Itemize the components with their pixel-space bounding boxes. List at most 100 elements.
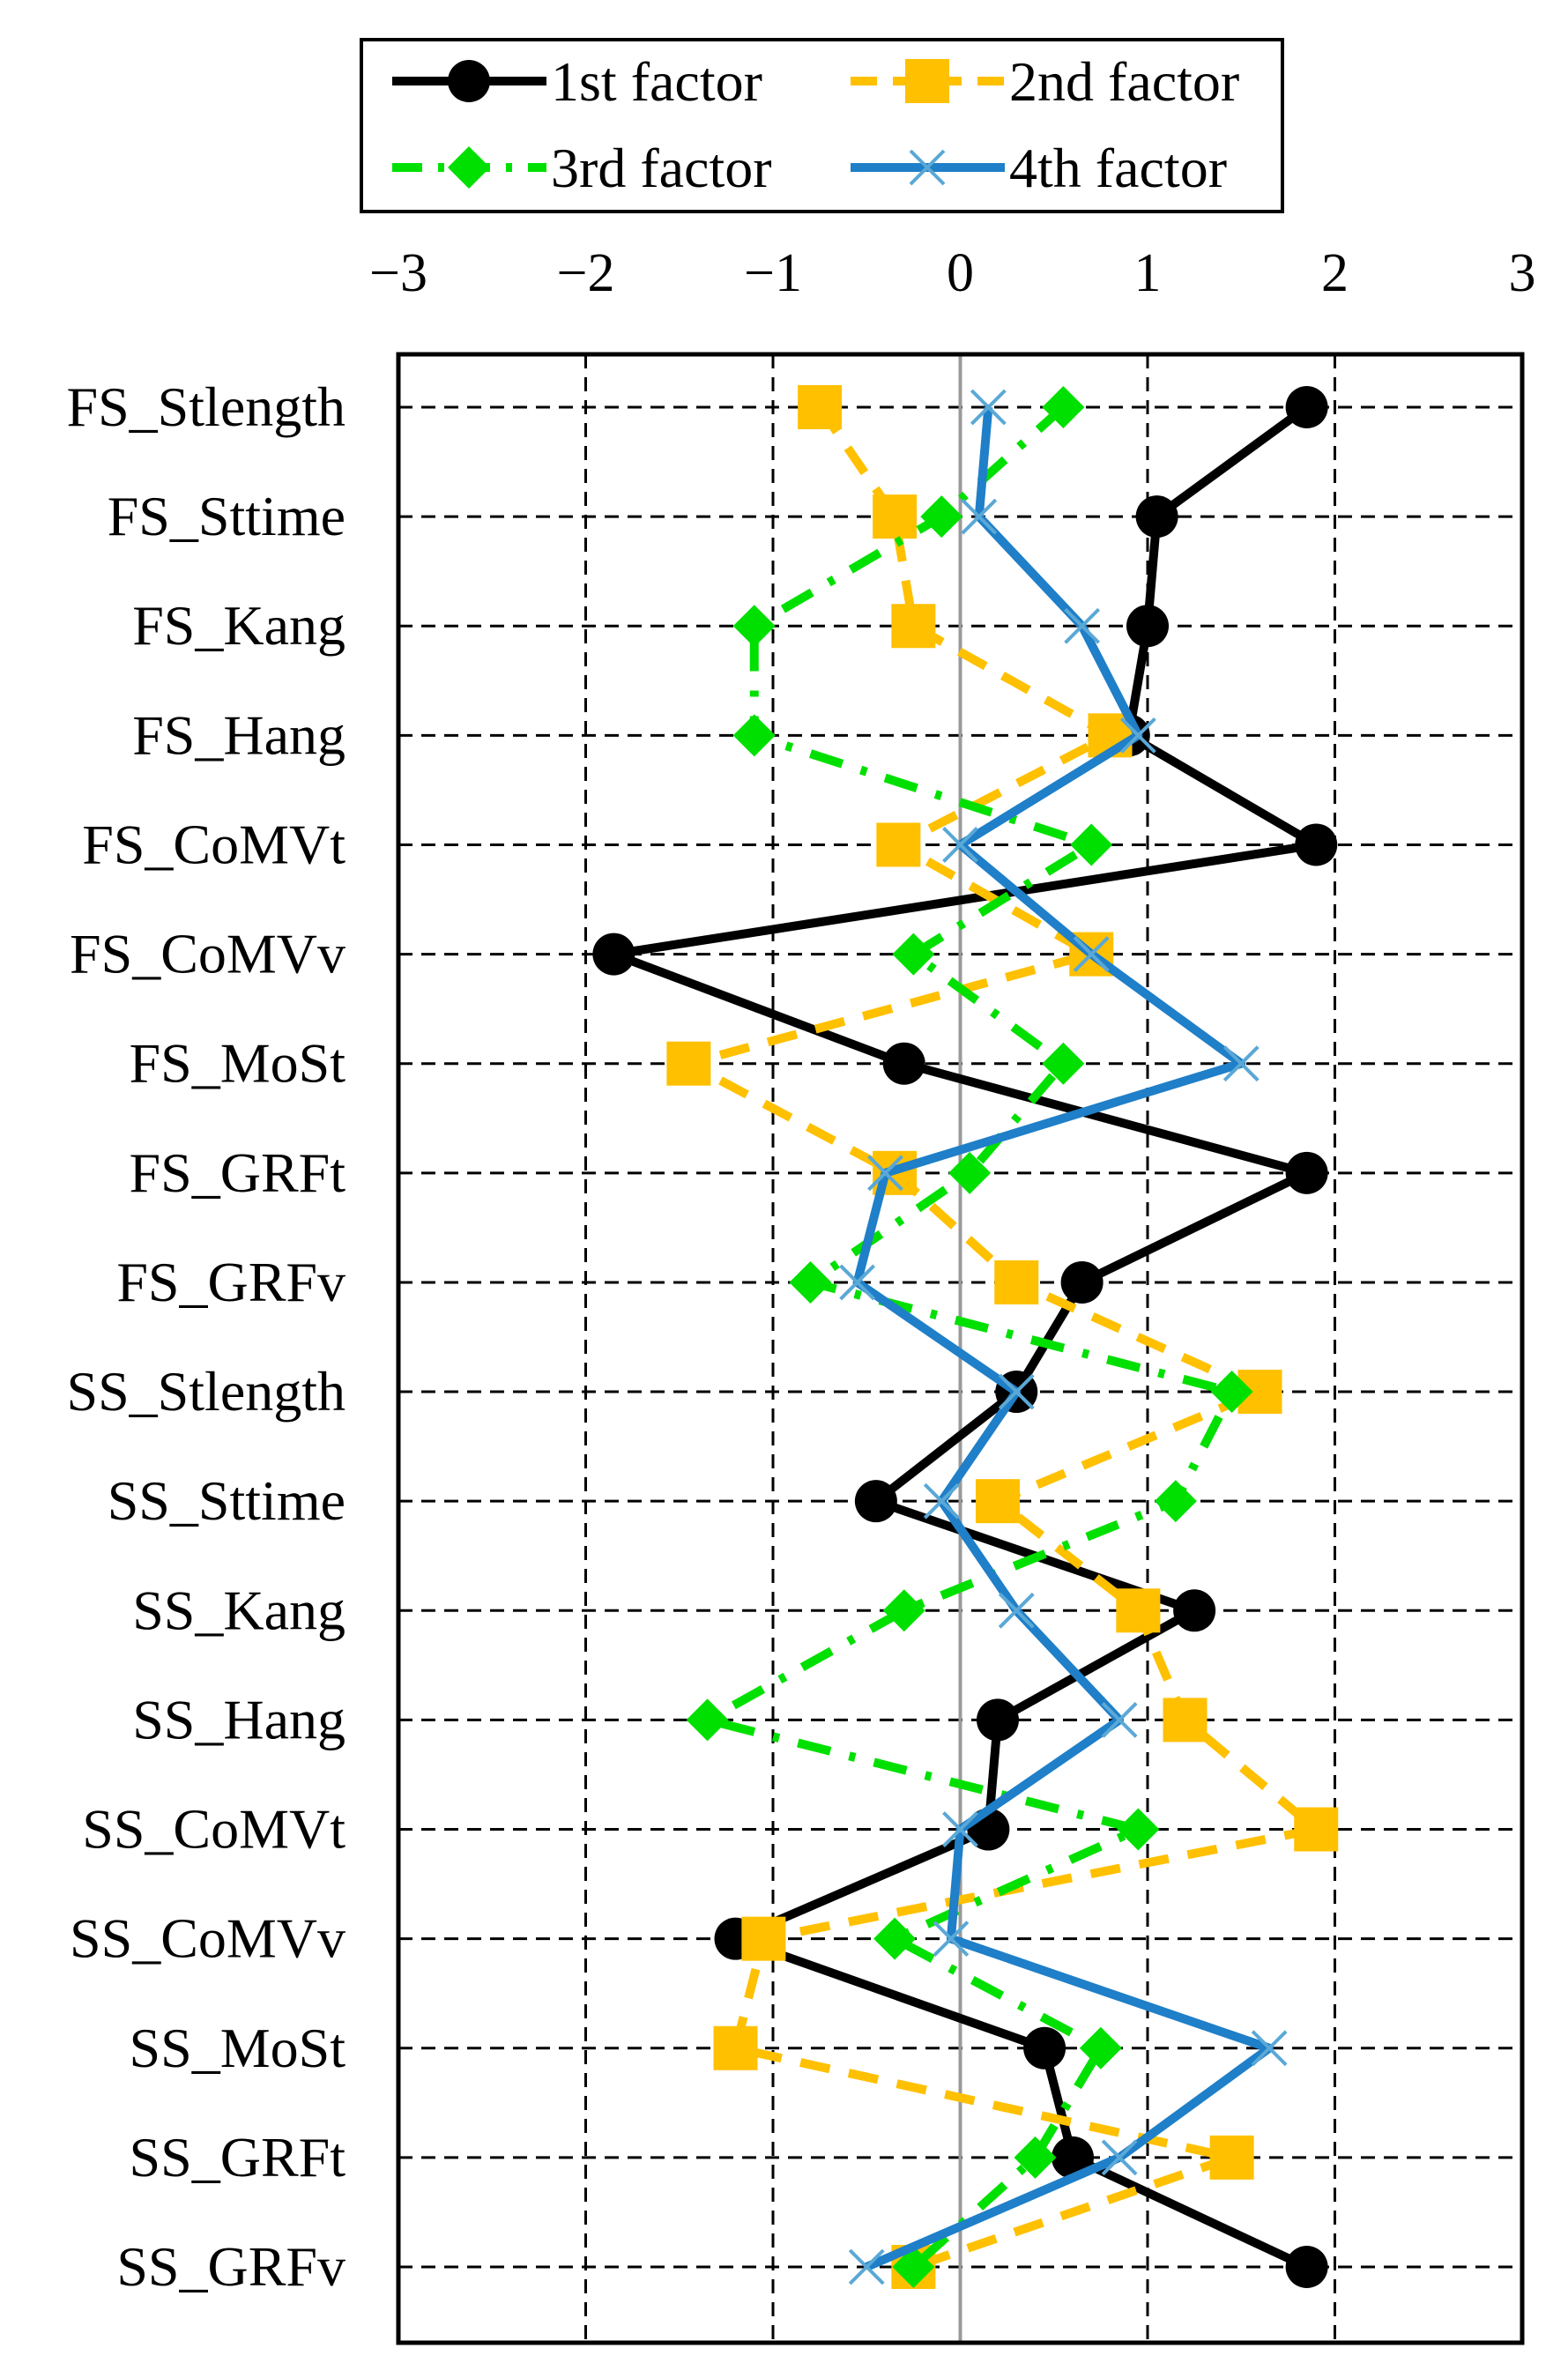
legend-label-4th-factor: 4th factor — [1009, 137, 1227, 199]
plot-frame — [396, 352, 1525, 2345]
point-1st-factor-ss-grft — [1052, 2136, 1094, 2179]
point-3rd-factor-ss-hang — [686, 1698, 729, 1742]
point-4th-factor-ss-hang — [1101, 1701, 1138, 1738]
point-2nd-factor-fs-sttime — [873, 494, 918, 539]
point-3rd-factor-fs-comvt — [1070, 823, 1113, 866]
x-tick-label-0-3: 0 — [947, 243, 974, 303]
point-4th-factor-fs-hang — [1119, 717, 1156, 754]
point-4th-factor-fs-kang — [1064, 607, 1101, 644]
legend: 1st factor 2nd factor 3rd factor 4th factor — [360, 38, 1284, 213]
legend-label-2nd-factor: 2nd factor — [1009, 50, 1239, 113]
y-tick-label-ss-comvt: SS_CoMVt — [82, 1798, 346, 1861]
y-tick-label-fs-stlength: FS_Stlength — [66, 375, 346, 438]
point-2nd-factor-ss-comvv — [741, 1916, 786, 1961]
x-tick-label-2-1: −2 — [557, 243, 615, 303]
point-1st-factor-fs-most — [882, 1042, 925, 1085]
point-3rd-factor-ss-comvv — [873, 1917, 917, 1960]
point-1st-factor-ss-hang — [977, 1698, 1019, 1742]
y-tick-label-fs-sttime: FS_Sttime — [108, 485, 346, 547]
y-tick-label-ss-most: SS_MoSt — [130, 2017, 346, 2079]
series-4th-factor — [839, 389, 1288, 2285]
point-2nd-factor-ss-grft — [1209, 2135, 1254, 2180]
point-2nd-factor-ss-comvt — [1294, 1807, 1339, 1852]
point-4th-factor-ss-comvt — [942, 1811, 978, 1847]
legend-item-2nd-factor: 2nd factor — [851, 50, 1239, 113]
point-1st-factor-fs-stlength — [1285, 386, 1328, 428]
y-tick-label-ss-sttime: SS_Sttime — [108, 1469, 346, 1532]
legend-item-3rd-factor: 3rd factor — [392, 137, 772, 199]
point-2nd-factor-ss-sttime — [976, 1479, 1020, 1524]
point-2nd-factor-fs-comvt — [876, 822, 921, 867]
point-2nd-factor-ss-most — [713, 2025, 758, 2070]
y-tick-label-ss-grft: SS_GRFt — [130, 2126, 346, 2188]
point-3rd-factor-fs-comvv — [892, 933, 935, 976]
point-3rd-factor-ss-comvt — [1117, 1808, 1160, 1851]
point-2nd-factor-fs-grfv — [994, 1260, 1039, 1304]
x-tick-label-1-4: 1 — [1134, 243, 1162, 303]
point-1st-factor-ss-kang — [1173, 1589, 1216, 1632]
y-tick-label-fs-comvt: FS_CoMVt — [82, 813, 346, 875]
point-3rd-factor-fs-most — [1042, 1042, 1085, 1085]
series-line-1st-factor — [609, 403, 1321, 2271]
point-3rd-factor-ss-kang — [882, 1589, 925, 1632]
legend-label-3rd-factor: 3rd factor — [551, 137, 772, 199]
series-1st-factor — [592, 386, 1338, 2288]
point-4th-factor-fs-most — [1222, 1045, 1260, 1082]
y-tick-label-ss-stlength: SS_Stlength — [66, 1360, 346, 1423]
point-3rd-factor-fs-sttime — [920, 495, 963, 539]
series-line-2nd-factor — [684, 405, 1321, 2271]
x-axis-tick-labels: −3 −2 −1 0 1 2 3 — [369, 243, 1535, 303]
y-axis-category-labels: FS_Stlength FS_Sttime FS_Kang FS_Hang FS_CoM… — [66, 375, 346, 2298]
plot-area — [396, 352, 1525, 2345]
legend-marker-3rd-factor — [448, 146, 490, 189]
point-4th-factor-fs-grft — [867, 1155, 903, 1192]
point-1st-factor-ss-most — [1023, 2026, 1066, 2069]
legend-marker-1st-factor — [448, 60, 490, 102]
point-4th-factor-ss-grfv — [848, 2248, 885, 2285]
point-3rd-factor-fs-stlength — [1042, 386, 1085, 428]
series-line-3rd-factor — [702, 404, 1237, 2270]
series-3rd-factor — [686, 386, 1253, 2288]
point-4th-factor-ss-kang — [998, 1592, 1035, 1629]
point-4th-factor-ss-comvv — [933, 1921, 970, 1958]
point-2nd-factor-ss-kang — [1116, 1588, 1161, 1633]
point-4th-factor-fs-stlength — [970, 389, 1007, 426]
point-1st-factor-ss-sttime — [854, 1480, 897, 1523]
point-3rd-factor-ss-most — [1079, 2026, 1122, 2069]
point-2nd-factor-fs-kang — [891, 604, 936, 649]
point-4th-factor-ss-most — [1251, 2030, 1288, 2067]
point-1st-factor-fs-comvv — [592, 933, 635, 976]
y-tick-label-ss-hang: SS_Hang — [132, 1688, 346, 1750]
x-tick-label-3-0: −3 — [369, 243, 427, 303]
point-3rd-factor-ss-grfv — [892, 2246, 935, 2288]
point-4th-factor-fs-comvt — [942, 827, 978, 863]
point-4th-factor-ss-sttime — [923, 1482, 960, 1520]
point-3rd-factor-fs-kang — [732, 605, 776, 648]
point-1st-factor-fs-grfv — [1060, 1260, 1104, 1304]
point-3rd-factor-fs-hang — [732, 714, 776, 757]
point-3rd-factor-ss-grft — [1014, 2136, 1057, 2179]
legend-marker-2nd-factor — [905, 59, 949, 103]
legend-label-1st-factor: 1st factor — [551, 50, 762, 113]
point-1st-factor-fs-kang — [1126, 605, 1169, 648]
point-1st-factor-fs-grft — [1285, 1151, 1328, 1194]
legend-item-4th-factor: 4th factor — [851, 137, 1227, 199]
point-3rd-factor-fs-grfv — [789, 1260, 832, 1304]
x-tick-label-2-5: 2 — [1321, 243, 1349, 303]
point-4th-factor-ss-stlength — [998, 1373, 1035, 1410]
x-tick-label-3-6: 3 — [1509, 243, 1536, 303]
point-2nd-factor-fs-most — [666, 1041, 711, 1086]
legend-marker-4th-factor — [909, 149, 946, 186]
point-1st-factor-ss-grfv — [1285, 2246, 1328, 2288]
y-tick-label-fs-hang: FS_Hang — [132, 703, 346, 766]
y-tick-label-fs-grft: FS_GRFt — [130, 1141, 346, 1204]
point-1st-factor-fs-sttime — [1135, 495, 1178, 539]
point-4th-factor-fs-sttime — [961, 498, 998, 535]
series-line-4th-factor — [852, 406, 1274, 2271]
legend-item-1st-factor: 1st factor — [392, 50, 762, 113]
point-3rd-factor-ss-sttime — [1154, 1480, 1197, 1523]
point-4th-factor-ss-grft — [1101, 2139, 1138, 2176]
series-2nd-factor — [666, 385, 1339, 2289]
y-tick-label-ss-comvv: SS_CoMVv — [70, 1907, 346, 1970]
